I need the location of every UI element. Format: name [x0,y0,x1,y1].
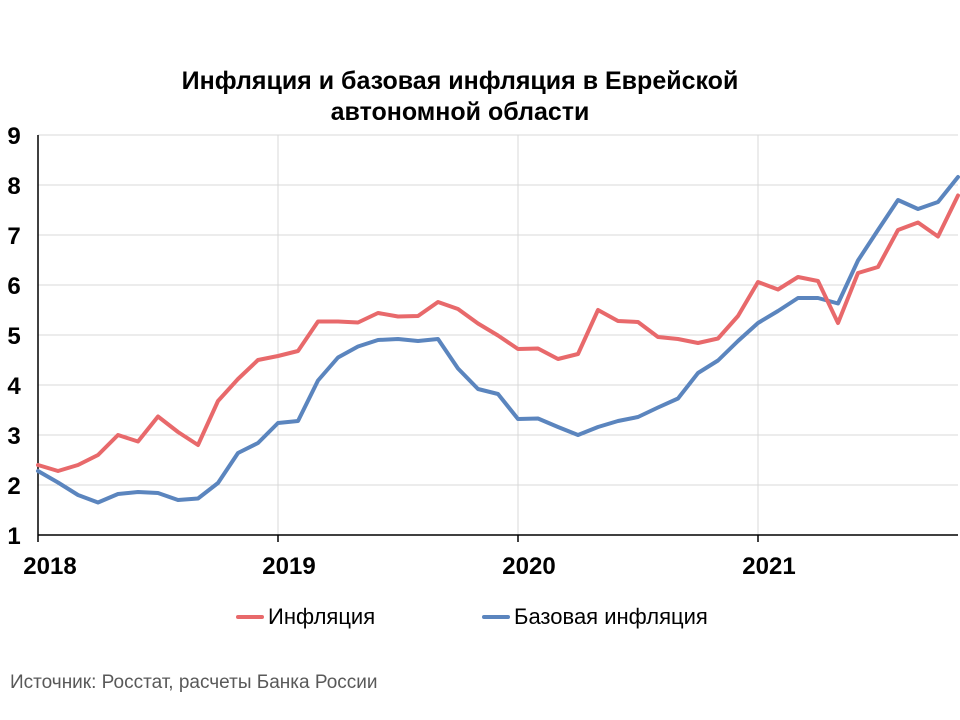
line-chart: 1 2 3 4 5 6 7 8 9 2018 2019 2020 2021 [7,123,960,580]
y-tick-label: 5 [7,323,20,350]
legend-label-inflation: Инфляция [268,604,376,629]
legend-item-inflation: Инфляция [236,604,375,630]
chart-title-line-2: автономной области [330,98,590,126]
y-tick-label: 2 [7,473,20,500]
x-tick-label: 2019 [262,553,315,580]
y-tick-label: 6 [7,273,20,300]
x-tick-label: 2018 [23,553,76,580]
source-note: Источник: Росстат, расчеты Банка России [10,672,378,693]
x-tick-label: 2020 [502,553,555,580]
y-tick-label: 3 [7,423,20,450]
legend-swatch-inflation [236,615,264,619]
chart-legend: Инфляция Базовая инфляция [0,604,960,636]
y-tick-label: 9 [7,123,20,150]
chart-title-line-1: Инфляция и базовая инфляция в Еврейской [181,67,739,95]
legend-label-core-inflation: Базовая инфляция [514,604,708,629]
series-line-core-inflation [36,175,960,505]
x-tick-label: 2021 [742,553,795,580]
legend-item-core-inflation: Базовая инфляция [482,604,708,630]
y-tick-label: 8 [7,173,20,200]
y-tick-label: 1 [7,523,20,550]
y-tick-label: 4 [7,373,21,400]
legend-swatch-core-inflation [482,615,510,619]
series-line-inflation [36,193,960,473]
y-tick-label: 7 [7,223,20,250]
chart-title: Инфляция и базовая инфляция в Еврейской … [30,66,890,128]
